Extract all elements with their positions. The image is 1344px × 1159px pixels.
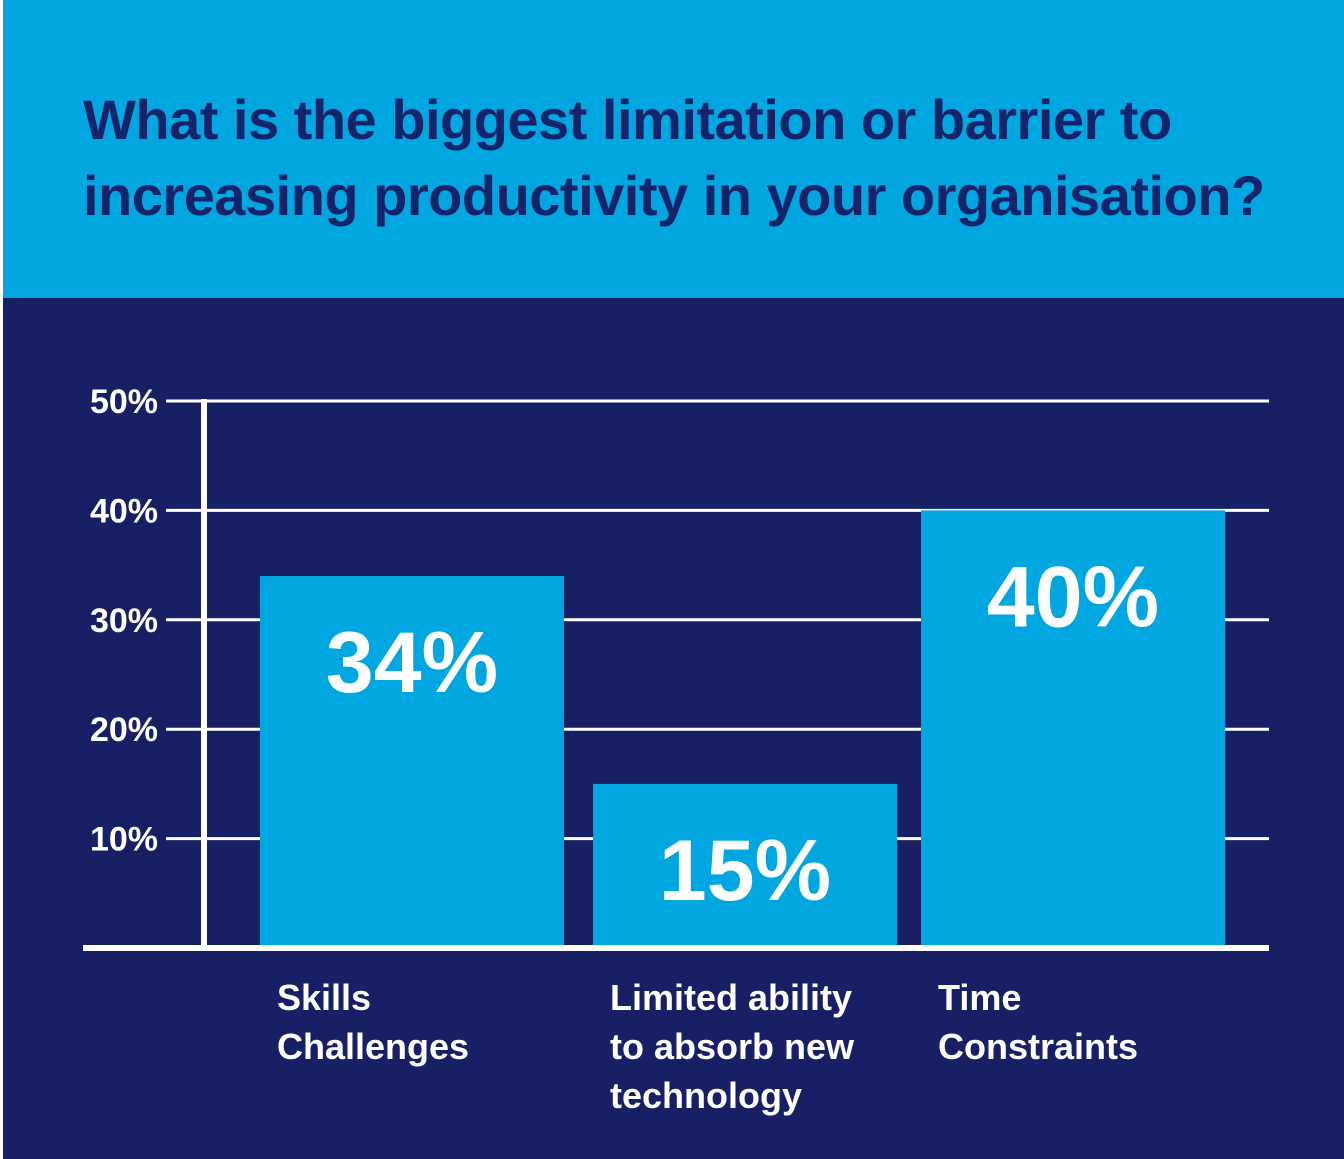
x-category-label: Challenges [277,1026,469,1067]
x-category-label: Skills [277,977,371,1018]
bar-value-label: 40% [987,549,1159,645]
y-tick-label: 30% [90,602,158,640]
x-category-label: technology [610,1075,802,1116]
x-category-label: Time [938,977,1021,1018]
chart-area: 10% 20% 30% 40% 50% 34% 15% 40% Skills Challenges… [3,298,1344,1159]
x-category-label: Limited ability [610,977,852,1018]
y-tick-label: 10% [90,821,158,859]
x-category-label: to absorb new [610,1026,855,1067]
bar-value-label: 34% [326,615,498,711]
bar-3 [921,510,1225,948]
x-category-label: Constraints [938,1026,1138,1067]
bar-value-label: 15% [659,823,831,919]
infographic: What is the biggest limitation or barrie… [3,0,1344,1159]
bar-1 [260,576,564,948]
bar-chart: 10% 20% 30% 40% 50% 34% 15% 40% Skills Challenges… [83,383,1269,1116]
y-tick-label: 40% [90,492,158,530]
bar-2 [593,783,897,948]
header-banner: What is the biggest limitation or barrie… [3,0,1344,298]
chart-title: What is the biggest limitation or barrie… [83,88,1265,227]
y-tick-label: 20% [90,711,158,749]
y-tick-label: 50% [90,383,158,421]
